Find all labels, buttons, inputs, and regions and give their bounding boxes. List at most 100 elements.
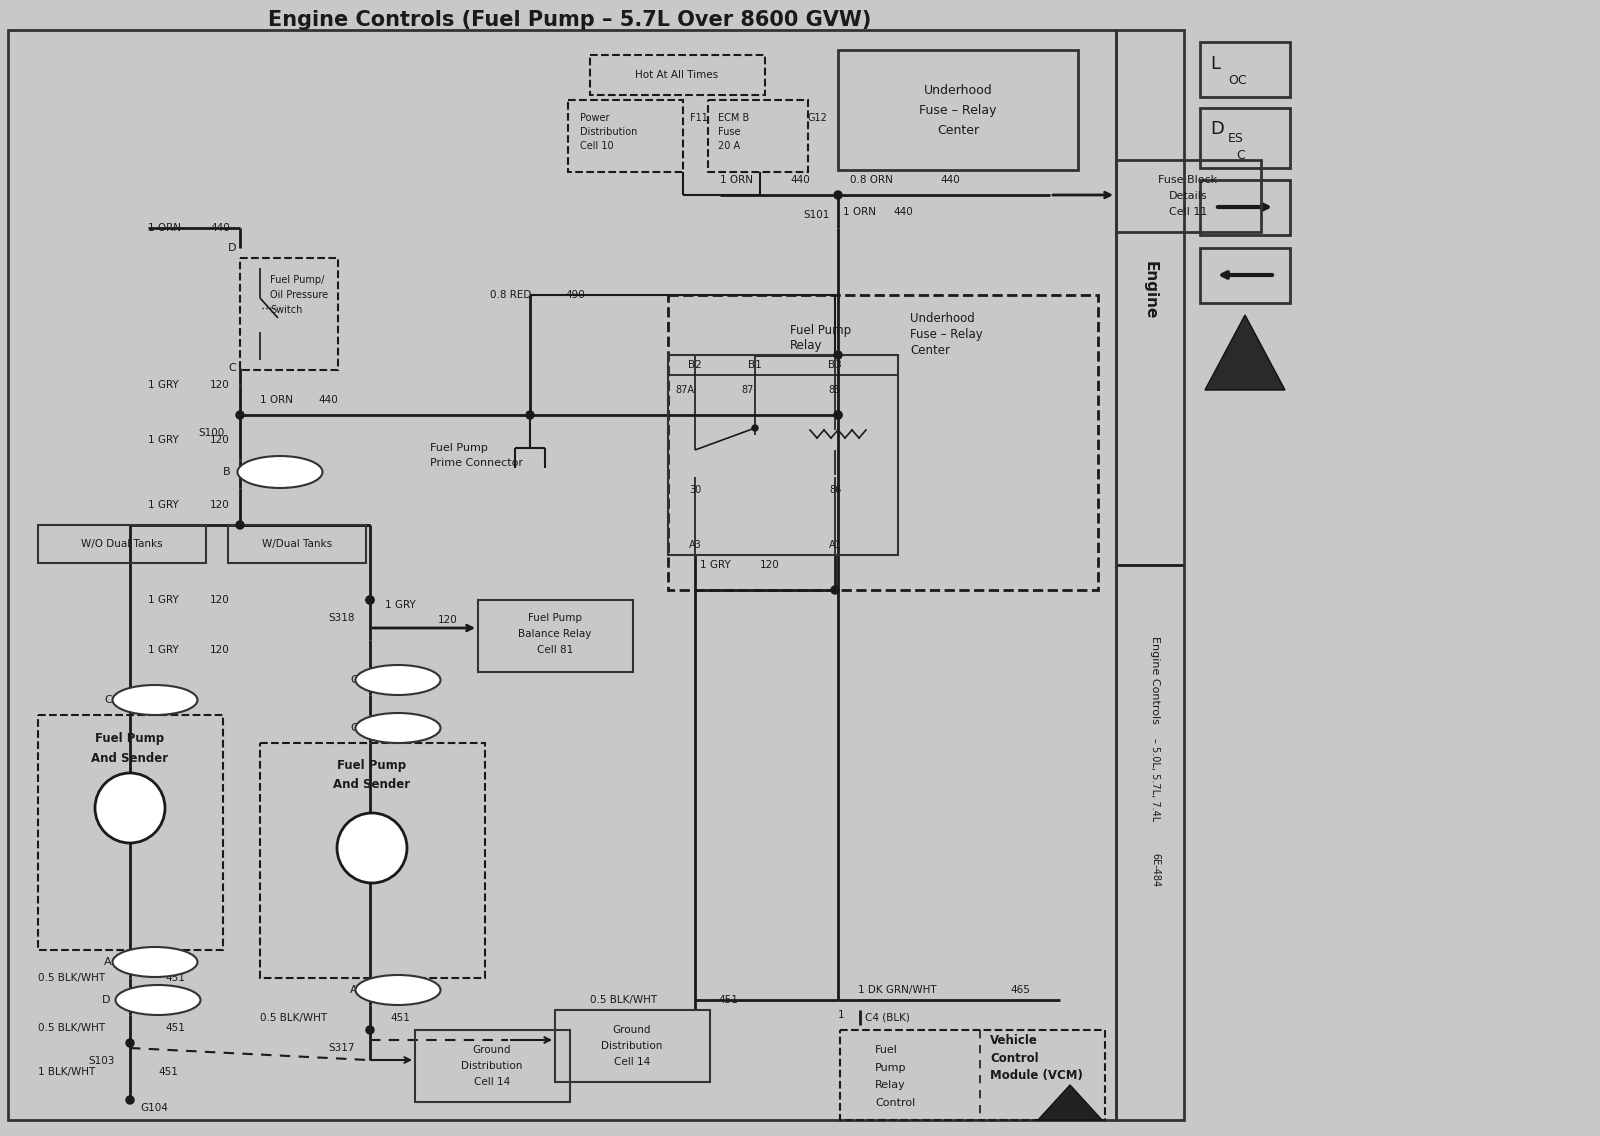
Text: Center: Center <box>910 343 950 357</box>
Circle shape <box>94 772 165 843</box>
Text: S318: S318 <box>328 613 355 623</box>
Text: Cell 11: Cell 11 <box>1170 207 1206 217</box>
Text: C103: C103 <box>128 695 155 705</box>
Text: G104: G104 <box>141 1103 168 1113</box>
Text: 440: 440 <box>318 395 338 406</box>
Text: F11: F11 <box>690 112 707 123</box>
Text: 1 GRY: 1 GRY <box>147 381 179 390</box>
Text: Fuse – Relay: Fuse – Relay <box>910 327 982 341</box>
Text: C: C <box>229 364 235 373</box>
Circle shape <box>338 813 406 883</box>
Text: 86: 86 <box>829 485 842 495</box>
Text: Details: Details <box>1168 191 1208 201</box>
Text: B: B <box>222 467 230 477</box>
Circle shape <box>126 1096 134 1104</box>
Text: A: A <box>104 957 112 967</box>
Bar <box>229 525 366 563</box>
Text: Pump: Pump <box>875 1063 907 1074</box>
Text: And Sender: And Sender <box>333 778 411 792</box>
Text: Distribution: Distribution <box>602 1041 662 1051</box>
Text: Fuel Pump/: Fuel Pump/ <box>270 275 325 285</box>
Text: C103: C103 <box>126 995 154 1005</box>
Text: II: II <box>1240 345 1250 359</box>
Text: Fuel: Fuel <box>875 1045 898 1055</box>
Text: 1 GRY: 1 GRY <box>147 435 179 445</box>
Circle shape <box>126 1039 134 1047</box>
Text: Relay: Relay <box>790 339 822 351</box>
Text: Fuel Pump: Fuel Pump <box>338 759 406 771</box>
Text: Fuse Block: Fuse Block <box>1158 175 1218 185</box>
Circle shape <box>834 351 842 359</box>
Text: Power: Power <box>579 112 610 123</box>
Text: 451: 451 <box>165 1024 186 1033</box>
Text: 87A: 87A <box>675 385 694 395</box>
Bar <box>840 1030 1106 1120</box>
Text: 0.5 BLK/WHT: 0.5 BLK/WHT <box>590 995 658 1005</box>
Text: And Sender: And Sender <box>91 752 168 765</box>
Text: 1 BLK/WHT: 1 BLK/WHT <box>38 1067 96 1077</box>
Text: Distribution: Distribution <box>579 127 637 137</box>
Text: C103: C103 <box>374 985 402 995</box>
Text: Fuse: Fuse <box>718 127 741 137</box>
Bar <box>1117 160 1261 232</box>
Circle shape <box>830 586 838 594</box>
Bar <box>590 55 765 95</box>
Bar <box>669 356 898 556</box>
Bar <box>568 100 683 172</box>
Text: A1: A1 <box>829 540 842 550</box>
Bar <box>1200 108 1290 168</box>
Text: W/Dual Tanks: W/Dual Tanks <box>262 538 333 549</box>
Text: 490: 490 <box>565 290 584 300</box>
Circle shape <box>237 411 243 419</box>
Ellipse shape <box>355 713 440 743</box>
Text: C: C <box>104 695 112 705</box>
Polygon shape <box>1038 1085 1102 1120</box>
Text: Underhood: Underhood <box>910 311 974 325</box>
Text: 120: 120 <box>210 435 230 445</box>
Text: D: D <box>101 995 110 1005</box>
Text: S103: S103 <box>88 1056 115 1066</box>
Ellipse shape <box>112 947 197 977</box>
Ellipse shape <box>237 456 323 488</box>
Text: Engine Controls (Fuel Pump – 5.7L Over 8600 GVW): Engine Controls (Fuel Pump – 5.7L Over 8… <box>269 10 872 30</box>
Text: 85: 85 <box>829 385 842 395</box>
Bar <box>38 525 206 563</box>
Text: 20 A: 20 A <box>718 141 741 151</box>
Text: C4 (BLK): C4 (BLK) <box>866 1013 910 1024</box>
Text: Vehicle: Vehicle <box>990 1034 1038 1046</box>
Text: C: C <box>350 722 358 733</box>
Text: – 5.0L, 5.7L, 7.4L: – 5.0L, 5.7L, 7.4L <box>1150 738 1160 821</box>
Circle shape <box>237 521 243 529</box>
Text: Module (VCM): Module (VCM) <box>990 1069 1083 1083</box>
Polygon shape <box>1205 315 1285 390</box>
Text: II: II <box>1067 1103 1074 1113</box>
Text: 1 GRY: 1 GRY <box>701 560 731 570</box>
Ellipse shape <box>112 685 197 715</box>
Text: C: C <box>1235 149 1245 161</box>
Bar <box>38 715 222 950</box>
Text: C103: C103 <box>374 722 402 733</box>
Text: 1: 1 <box>838 1010 845 1020</box>
Text: S100: S100 <box>198 428 226 438</box>
Bar <box>240 258 338 370</box>
Text: 120: 120 <box>760 560 779 570</box>
Circle shape <box>834 411 842 419</box>
Bar <box>1200 42 1290 97</box>
Ellipse shape <box>115 985 200 1014</box>
Text: S317: S317 <box>328 1043 355 1053</box>
Text: B3: B3 <box>829 360 842 370</box>
Text: C103: C103 <box>248 467 275 477</box>
Text: 0.5 BLK/WHT: 0.5 BLK/WHT <box>259 1013 326 1024</box>
Text: 451: 451 <box>165 974 186 983</box>
Bar <box>555 1010 710 1081</box>
Text: 1 ORN: 1 ORN <box>720 175 754 185</box>
Bar <box>669 295 1098 590</box>
Text: Distribution: Distribution <box>461 1061 523 1071</box>
Text: 1 ORN: 1 ORN <box>843 207 877 217</box>
Text: 1 GRY: 1 GRY <box>147 500 179 510</box>
Text: Engine Controls: Engine Controls <box>1150 636 1160 724</box>
Text: 440: 440 <box>210 223 230 233</box>
Text: 120: 120 <box>210 381 230 390</box>
Text: D: D <box>1210 120 1224 137</box>
Text: L: L <box>1210 55 1221 73</box>
